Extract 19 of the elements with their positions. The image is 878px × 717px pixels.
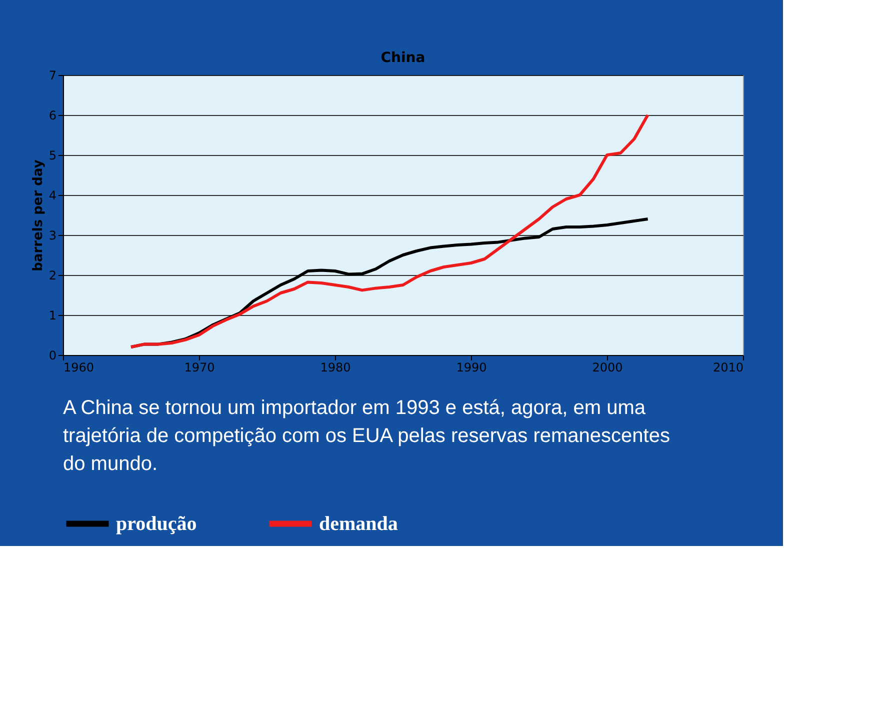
x-tick-label: 1970 [184, 360, 215, 374]
y-axis-title: barrels per day [30, 159, 46, 272]
y-tick-label: 7 [48, 68, 56, 82]
y-tick-label: 2 [48, 268, 56, 282]
chart-title: China [380, 50, 426, 66]
x-tick-label: 2000 [592, 360, 623, 374]
y-tick-label: 5 [48, 148, 56, 162]
legend-label: demanda [319, 512, 398, 535]
x-tick-label: 1960 [64, 360, 94, 374]
text: A China se tornou um importador em 1993 e está, agora, em uma trajetória de competição com os EUA pelas reservas remanescentes do mundo. [63, 397, 670, 475]
y-tick-label: 0 [48, 348, 56, 362]
y-tick-label: 4 [48, 188, 56, 202]
y-tick-label: 3 [48, 228, 56, 242]
legend-label: produção [116, 512, 197, 535]
y-tick-label: 1 [48, 308, 56, 322]
y-tick-label: 6 [48, 108, 56, 122]
x-tick-label: 1990 [456, 360, 487, 374]
x-tick-label: 2010 [712, 360, 744, 374]
x-tick-label: 1980 [320, 360, 351, 374]
